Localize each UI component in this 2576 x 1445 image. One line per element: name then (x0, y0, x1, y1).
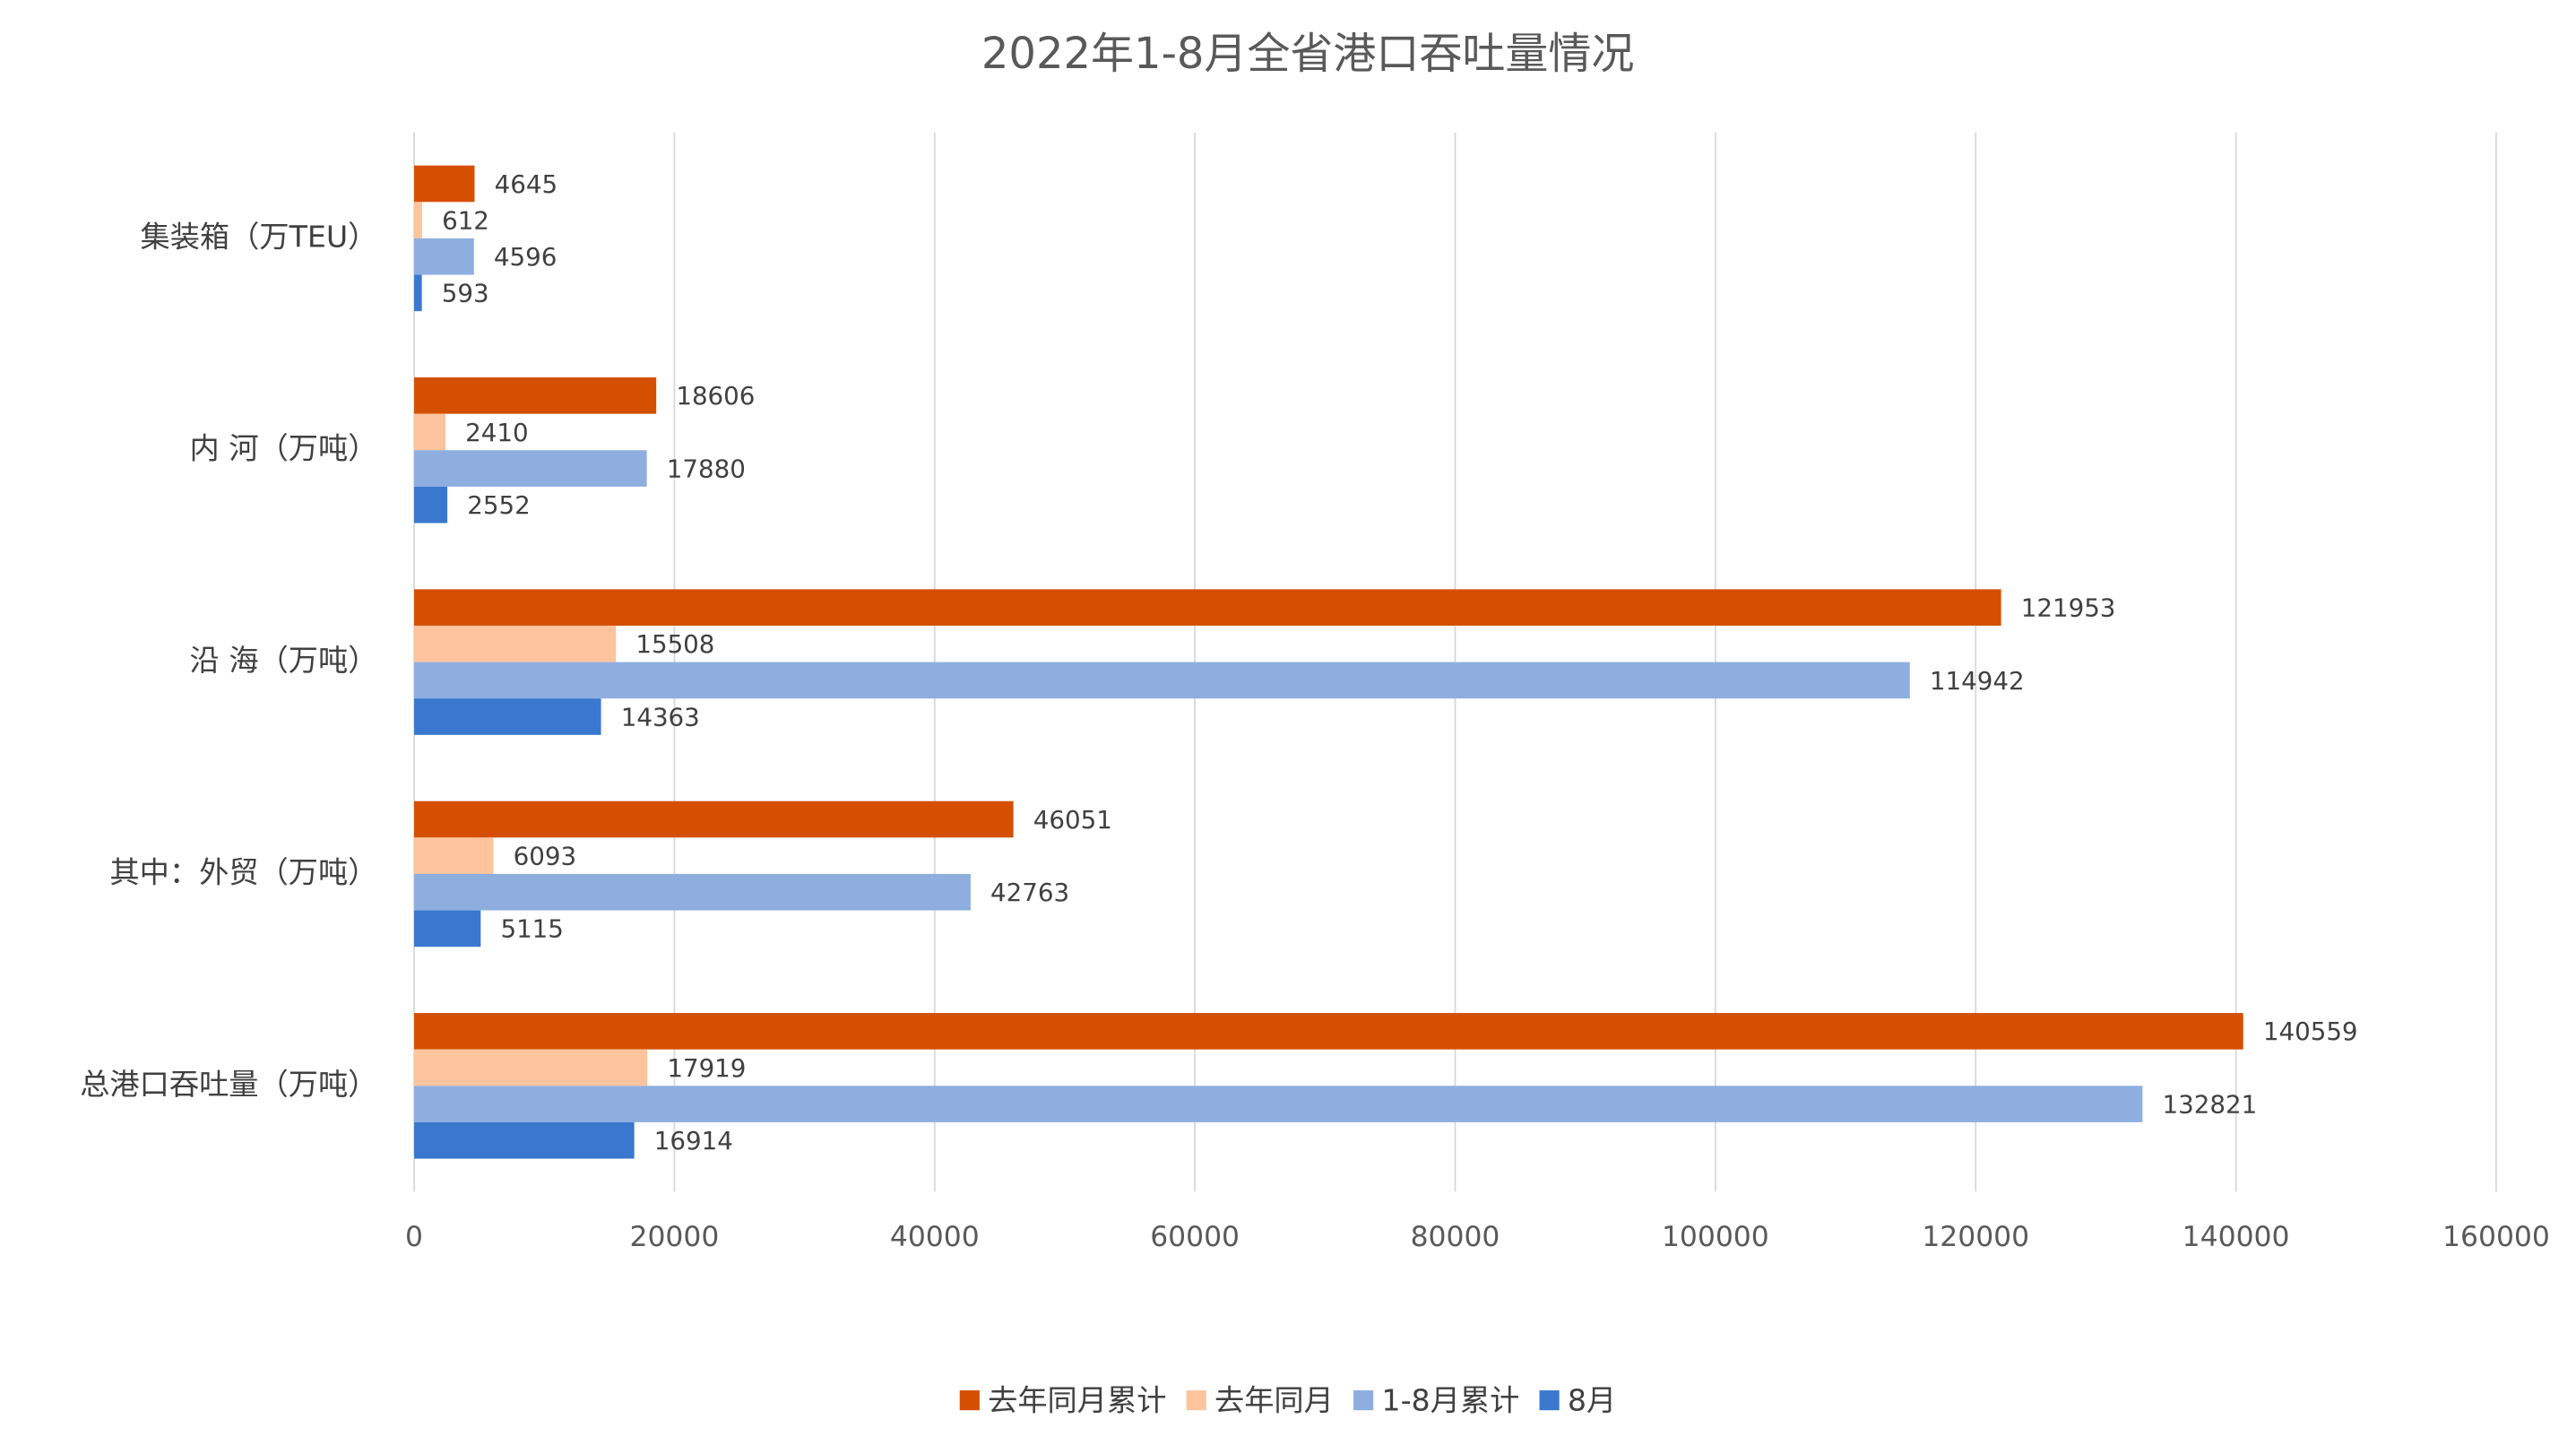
data-label: 6093 (514, 841, 576, 870)
legend-swatch (959, 1390, 980, 1411)
data-label: 46051 (1033, 805, 1112, 835)
bar (414, 837, 494, 874)
data-label: 14363 (621, 702, 700, 731)
legend-swatch (1186, 1390, 1206, 1411)
x-tick-label: 100000 (1662, 1221, 1769, 1253)
chart-title: 2022年1-8月全省港口吞吐量情况 (981, 29, 1635, 79)
data-label: 593 (442, 279, 489, 308)
x-tick-label: 120000 (1922, 1221, 2029, 1253)
bar (414, 589, 2001, 626)
x-tick-label: 60000 (1150, 1221, 1240, 1253)
legend-label: 去年同月累计 (988, 1382, 1166, 1417)
x-tick-label: 0 (405, 1221, 423, 1253)
y-tick-label: 内 河（万吨） (190, 431, 378, 466)
y-tick-label: 其中：外贸（万吨） (109, 854, 377, 889)
bar (414, 1086, 2143, 1122)
legend-label: 去年同月 (1215, 1382, 1334, 1417)
legend-label: 8月 (1568, 1382, 1616, 1417)
bar (414, 910, 481, 947)
bar (414, 450, 647, 487)
data-label: 16914 (654, 1126, 733, 1155)
x-tick-label: 80000 (1411, 1221, 1500, 1253)
data-label: 132821 (2163, 1089, 2258, 1119)
bar (414, 238, 474, 275)
bar (414, 625, 617, 662)
data-label: 612 (442, 205, 489, 235)
data-label: 15508 (635, 629, 714, 659)
data-label: 5115 (500, 914, 563, 944)
bar (414, 698, 601, 735)
y-tick-label: 集装箱（万TEU） (140, 219, 377, 254)
legend: 去年同月累计 去年同月 1-8月累计 8月 (959, 1382, 1616, 1417)
x-tick-label: 40000 (890, 1221, 980, 1253)
legend-swatch (1353, 1390, 1374, 1411)
legend-label: 1-8月累计 (1381, 1382, 1519, 1417)
bar (414, 1013, 2243, 1050)
data-label: 121953 (2021, 593, 2116, 623)
bar (414, 165, 475, 203)
bar (414, 1049, 648, 1086)
x-tick-label: 160000 (2442, 1221, 2550, 1253)
legend-swatch (1539, 1390, 1560, 1411)
bar (414, 800, 1014, 838)
x-tick-label: 140000 (2183, 1221, 2290, 1253)
bar (414, 873, 971, 911)
data-label: 2410 (465, 418, 528, 447)
y-tick-label: 沿 海（万吨） (190, 643, 378, 678)
bar (414, 662, 1910, 699)
data-label: 17919 (667, 1053, 746, 1083)
data-label: 140559 (2263, 1017, 2358, 1046)
data-label: 18606 (676, 381, 755, 411)
bar (414, 486, 448, 523)
bar (414, 1121, 635, 1159)
data-label: 4596 (494, 242, 557, 272)
bar (414, 413, 446, 451)
y-tick-label: 总港口吞吐量（万吨） (80, 1067, 377, 1102)
data-label: 42763 (990, 878, 1069, 907)
data-label: 4645 (495, 169, 558, 199)
data-label: 114942 (1930, 666, 2025, 696)
x-tick-label: 20000 (630, 1221, 720, 1253)
bar (414, 377, 657, 414)
bar (414, 202, 422, 238)
data-label: 2552 (467, 490, 530, 520)
bar (414, 274, 422, 312)
data-label: 17880 (667, 454, 746, 483)
